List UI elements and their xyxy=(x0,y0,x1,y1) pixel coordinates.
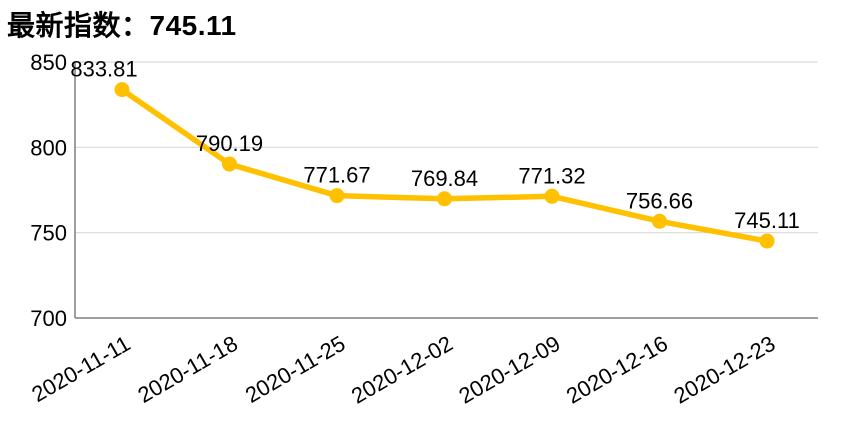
x-tick-label: 2020-11-11 xyxy=(27,331,134,407)
y-tick-label: 800 xyxy=(30,135,67,160)
chart-title: 最新指数：745.11 xyxy=(7,10,237,41)
data-label: 833.81 xyxy=(70,57,137,82)
data-label: 771.32 xyxy=(518,163,585,188)
data-point xyxy=(759,233,775,249)
data-label: 771.67 xyxy=(303,163,370,188)
data-label: 769.84 xyxy=(411,166,478,191)
x-tick-label: 2020-11-25 xyxy=(241,331,350,408)
data-point xyxy=(114,82,130,98)
data-point xyxy=(544,188,560,204)
x-tick-label: 2020-12-02 xyxy=(347,331,457,409)
x-tick-label: 2020-12-09 xyxy=(455,331,565,409)
y-tick-label: 700 xyxy=(30,306,67,331)
data-point xyxy=(652,213,667,229)
x-tick-label: 2020-11-18 xyxy=(133,331,242,408)
data-point xyxy=(437,191,452,207)
x-tick-label: 2020-12-16 xyxy=(562,331,672,409)
data-point xyxy=(222,156,237,172)
x-tick-label: 2020-12-23 xyxy=(670,331,780,409)
data-label: 745.11 xyxy=(734,208,800,233)
y-tick-label: 850 xyxy=(30,50,67,75)
data-point xyxy=(329,188,345,204)
data-label: 790.19 xyxy=(196,131,263,156)
y-tick-label: 750 xyxy=(30,221,67,246)
data-label: 756.66 xyxy=(626,188,693,213)
